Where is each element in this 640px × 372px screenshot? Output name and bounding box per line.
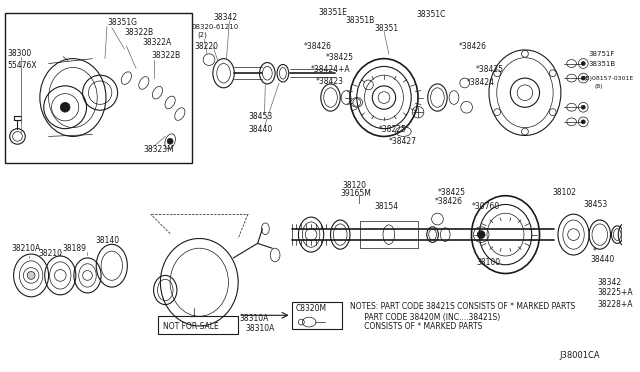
Text: 08320-61210: 08320-61210 (191, 23, 239, 30)
Text: 38225+A: 38225+A (598, 288, 634, 298)
Circle shape (522, 128, 529, 135)
Text: 38100: 38100 (476, 258, 500, 267)
Text: 38453: 38453 (583, 200, 607, 209)
Text: 38351E: 38351E (319, 9, 348, 17)
Circle shape (581, 76, 585, 80)
Text: 38322B: 38322B (124, 28, 154, 37)
Text: J38001CA: J38001CA (559, 351, 600, 360)
Text: 38453: 38453 (249, 112, 273, 122)
Text: *38425: *38425 (326, 53, 354, 62)
Text: (8): (8) (595, 84, 604, 89)
Text: (B)08157-0301E: (B)08157-0301E (583, 76, 634, 81)
Circle shape (549, 70, 556, 77)
Text: CONSISTS OF * MARKED PARTS: CONSISTS OF * MARKED PARTS (350, 323, 483, 331)
Text: 38220: 38220 (195, 42, 218, 51)
Text: *38426: *38426 (459, 42, 487, 51)
Bar (5, 13, 191, 163)
Text: 38322A: 38322A (143, 38, 172, 46)
Text: 38140: 38140 (95, 236, 120, 245)
Ellipse shape (49, 67, 97, 128)
Text: (2): (2) (197, 31, 207, 38)
Text: *38426: *38426 (303, 42, 332, 51)
Text: *38424+A: *38424+A (311, 65, 351, 74)
Circle shape (581, 105, 585, 109)
Text: 38210A: 38210A (12, 244, 41, 253)
Circle shape (28, 272, 35, 279)
Bar (159, 316, 238, 334)
Text: 38751F: 38751F (588, 51, 614, 57)
Text: 38351G: 38351G (107, 18, 137, 27)
Text: PART CODE 38420M (INC....38421S): PART CODE 38420M (INC....38421S) (350, 313, 500, 322)
Text: 38342: 38342 (598, 278, 622, 287)
Text: 38351C: 38351C (416, 10, 445, 19)
Text: 38154: 38154 (374, 202, 398, 211)
Circle shape (477, 231, 485, 238)
Bar (292, 302, 342, 329)
Text: 38310A: 38310A (239, 314, 269, 323)
Text: 38351: 38351 (374, 24, 398, 33)
Text: NOT FOR SALE: NOT FOR SALE (163, 323, 219, 331)
Text: 38210: 38210 (39, 248, 63, 257)
Text: *38425: *38425 (438, 188, 465, 197)
Text: 38228+A: 38228+A (598, 300, 634, 309)
Text: *38425: *38425 (476, 65, 504, 74)
Ellipse shape (40, 59, 106, 137)
Circle shape (60, 102, 70, 112)
Text: C8320M: C8320M (296, 304, 326, 313)
Ellipse shape (161, 238, 238, 326)
Text: 38322B: 38322B (152, 51, 180, 60)
Text: 38323M: 38323M (144, 145, 175, 154)
Text: |: | (358, 195, 360, 204)
Circle shape (493, 70, 500, 77)
Text: 38102: 38102 (552, 188, 576, 197)
Circle shape (581, 62, 585, 65)
Text: 38351B: 38351B (588, 61, 615, 67)
Circle shape (581, 120, 585, 124)
Circle shape (167, 138, 173, 144)
Text: 38342: 38342 (214, 13, 238, 22)
Circle shape (493, 109, 500, 116)
Text: *38424: *38424 (467, 78, 495, 87)
Text: NOTES: PART CODE 38421S CONSISTS OF * MARKED PARTS: NOTES: PART CODE 38421S CONSISTS OF * MA… (350, 302, 575, 311)
Text: *38423: *38423 (316, 77, 344, 86)
Text: 38310A: 38310A (245, 324, 275, 333)
Text: *38426: *38426 (435, 197, 463, 206)
Text: 38440: 38440 (590, 256, 614, 264)
Text: 38300: 38300 (8, 49, 32, 58)
Text: 39165M: 39165M (340, 189, 371, 198)
Text: *38427: *38427 (389, 137, 417, 146)
Circle shape (549, 109, 556, 116)
Ellipse shape (489, 50, 561, 135)
Text: 38189: 38189 (62, 244, 86, 253)
Text: *30760: *30760 (472, 202, 500, 211)
Text: 38120: 38120 (342, 180, 366, 189)
Text: 38440: 38440 (249, 125, 273, 134)
Circle shape (522, 50, 529, 57)
Text: *38225: *38225 (379, 125, 407, 134)
Text: 38351B: 38351B (345, 16, 374, 25)
Text: *: * (593, 247, 597, 256)
Text: 55476X: 55476X (8, 61, 37, 70)
